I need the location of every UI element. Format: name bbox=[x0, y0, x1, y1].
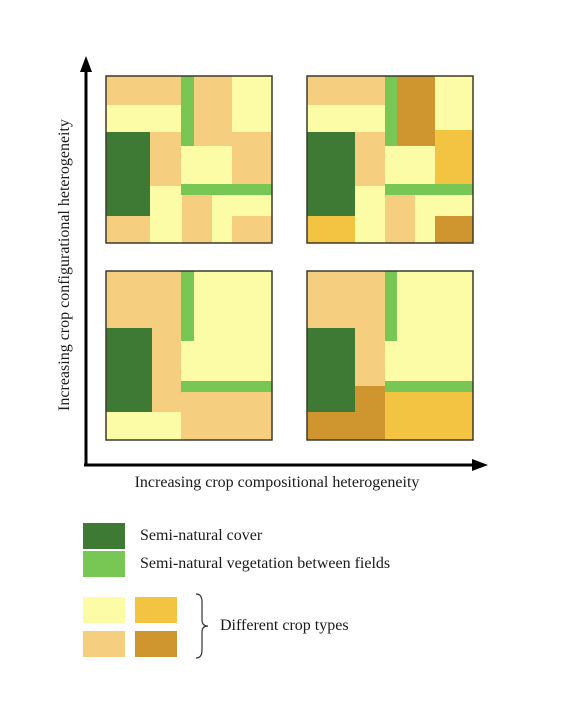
semi-natural-cover-patch bbox=[106, 132, 150, 216]
semi-natural-cover-patch bbox=[307, 328, 355, 412]
landscape-panel-bottom-left bbox=[105, 270, 273, 441]
legend-crop-swatches bbox=[83, 597, 183, 660]
curly-brace-icon bbox=[195, 593, 209, 659]
y-axis-arrowhead bbox=[80, 56, 92, 72]
landscape-panel-bottom-right bbox=[306, 270, 474, 441]
legend-swatch-dark-green bbox=[83, 523, 125, 549]
semi-natural-cover-patch bbox=[106, 328, 152, 412]
legend-swatch-light-green bbox=[83, 551, 125, 577]
semi-natural-cover-patch bbox=[307, 132, 355, 216]
legend-swatch-crop-1 bbox=[83, 597, 125, 623]
legend-swatch-crop-2 bbox=[83, 631, 125, 657]
legend-label-crop-types: Different crop types bbox=[220, 617, 349, 634]
legend-swatch-crop-3 bbox=[135, 597, 177, 623]
x-axis-arrowhead bbox=[472, 459, 488, 471]
legend-label-vegetation-between-fields: Semi-natural vegetation between fields bbox=[140, 555, 391, 572]
landscape-panel-top-left bbox=[105, 75, 273, 244]
legend-item-vegetation-between-fields: Semi-natural vegetation between fields bbox=[83, 551, 390, 577]
y-axis-label: Increasing crop configurational heteroge… bbox=[56, 119, 73, 411]
legend-label-semi-natural-cover: Semi-natural cover bbox=[140, 527, 263, 544]
x-axis-label: Increasing crop compositional heterogene… bbox=[134, 474, 420, 491]
legend-item-semi-natural-cover: Semi-natural cover bbox=[83, 523, 262, 549]
landscape-panel-top-right bbox=[306, 75, 474, 244]
legend-swatch-crop-4 bbox=[135, 631, 177, 657]
